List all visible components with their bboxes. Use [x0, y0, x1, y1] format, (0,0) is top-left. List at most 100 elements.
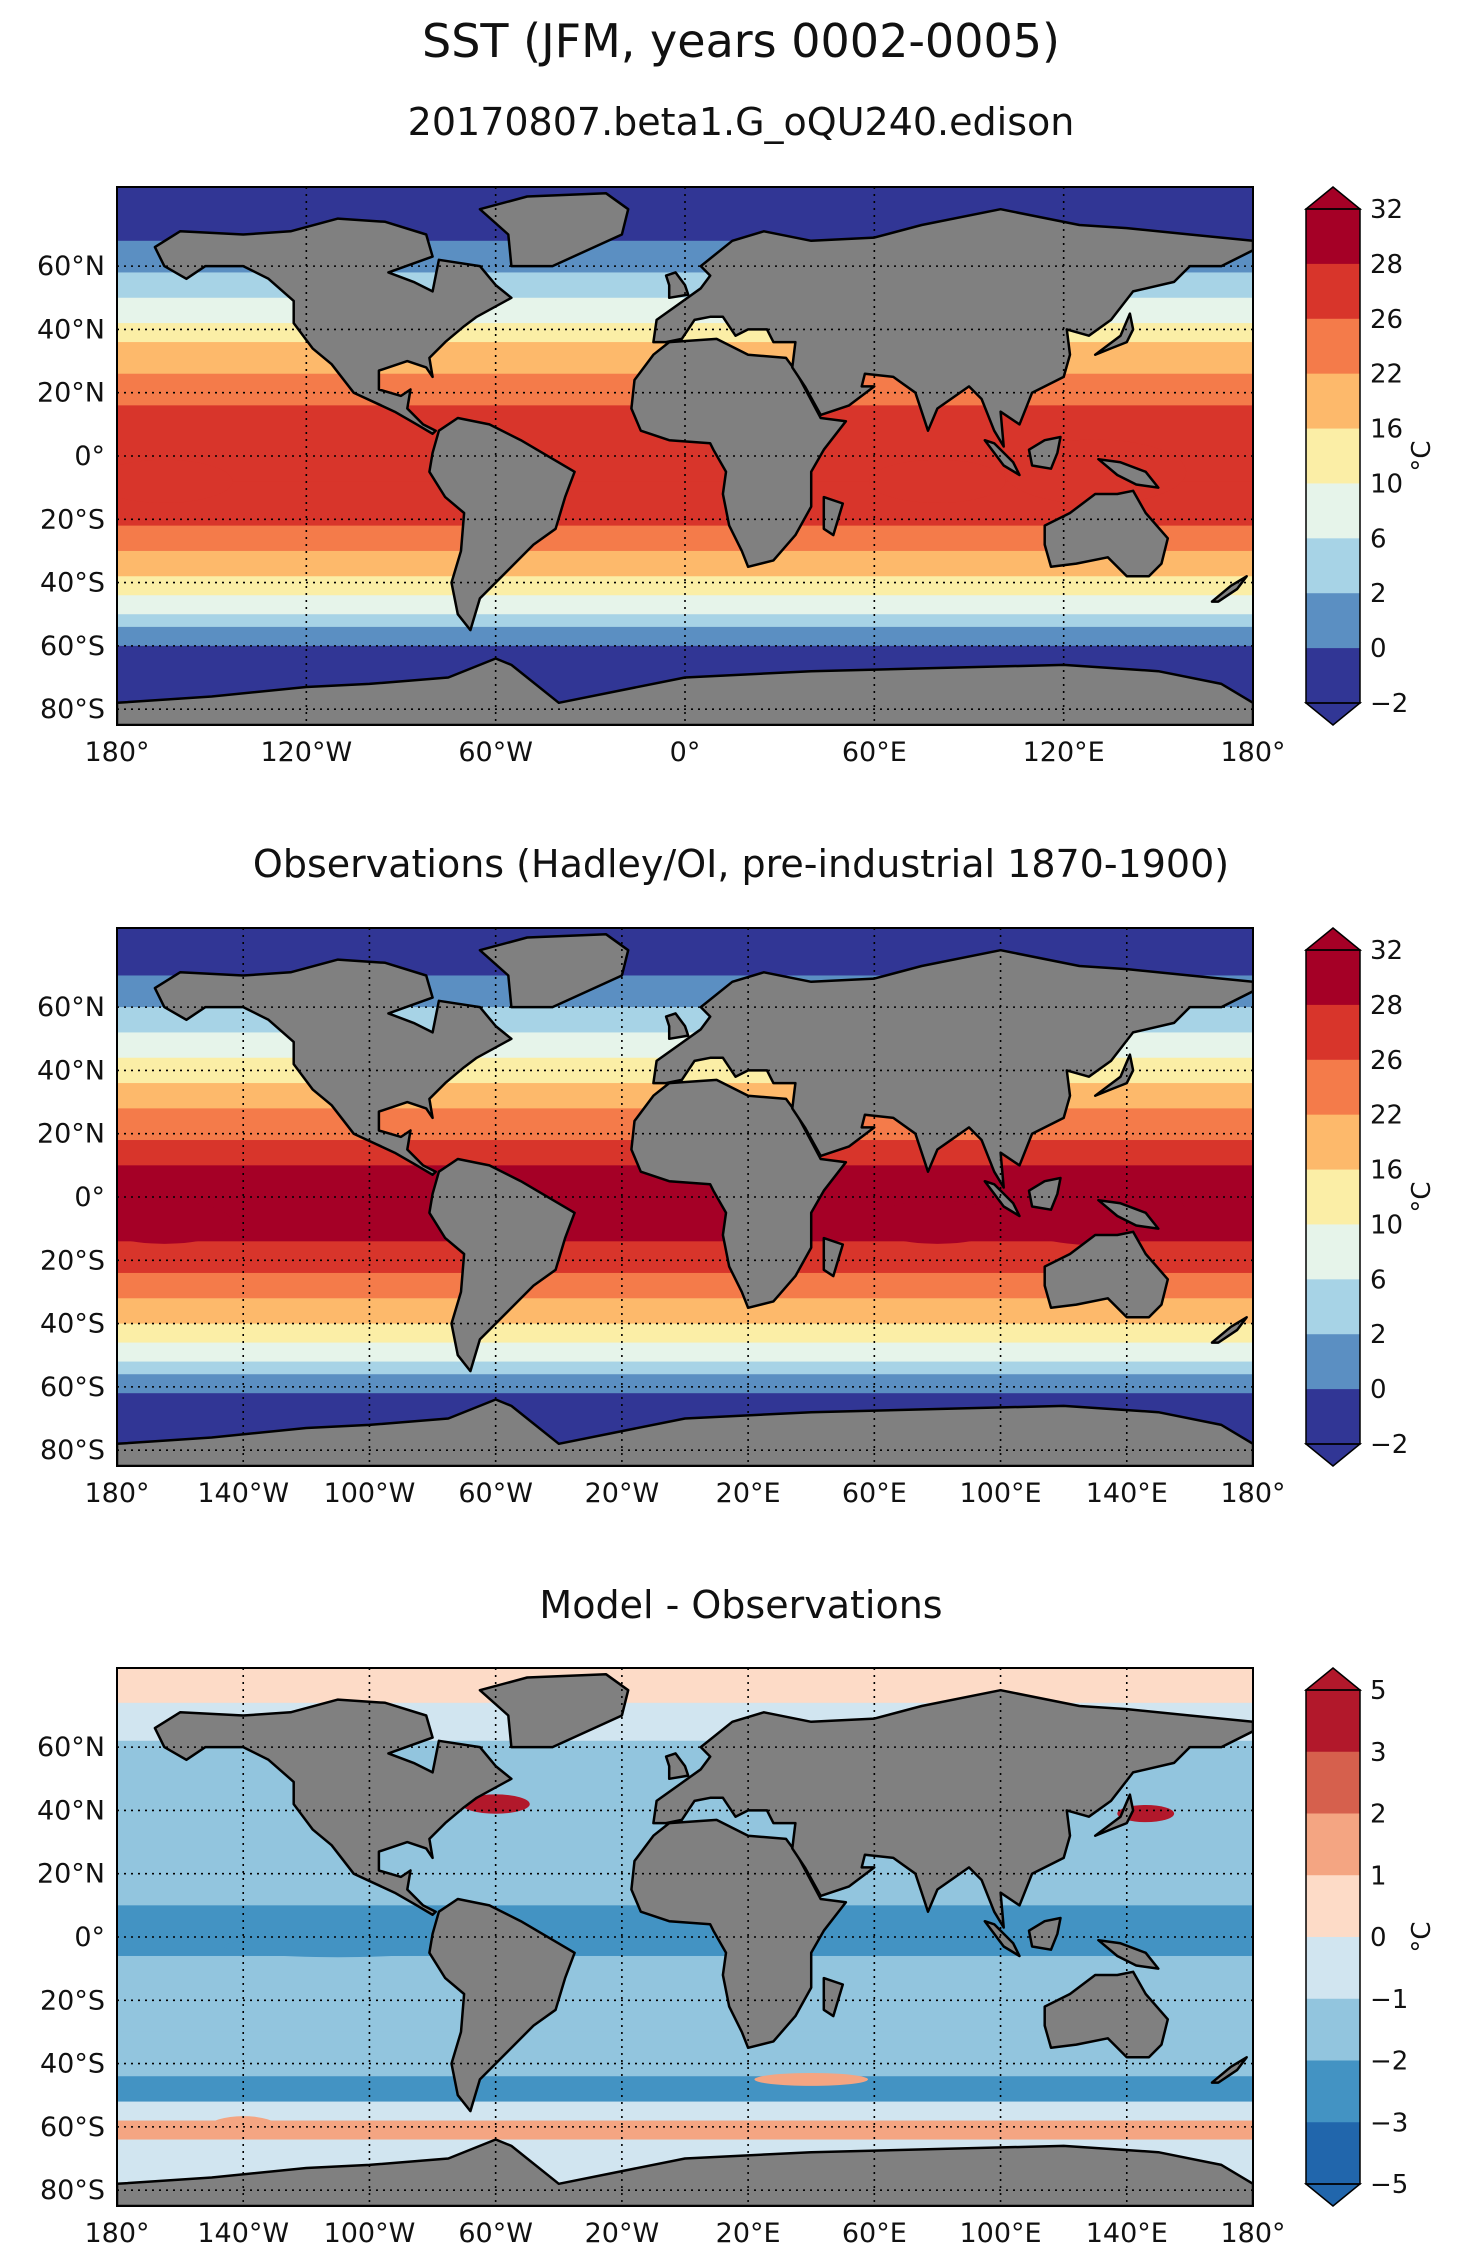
colorbar-segment	[1306, 1751, 1360, 1814]
observations-panel: 180° 140°W 100°W 60°W 20°W 20°E 60°E 100°E 140°E…	[37, 927, 1437, 1509]
y-tick-label: 60°N	[37, 992, 105, 1023]
land-newguinea	[1097, 457, 1160, 489]
colorbar-segment	[1306, 1224, 1360, 1280]
colorbar-segment	[1306, 2060, 1360, 2123]
land-madagascar	[822, 1236, 845, 1278]
colorbar-extend-min	[1303, 702, 1363, 726]
colorbar-tick-label: 6	[1370, 1265, 1387, 1295]
x-tick-label: 180°	[84, 737, 149, 768]
colorbar-extend-min	[1303, 2183, 1363, 2207]
colorbar-tick-label: 28	[1370, 991, 1403, 1021]
colorbar-segment	[1306, 648, 1360, 704]
colorbar-tick-label: 32	[1370, 936, 1403, 966]
x-tick-label: 180°	[84, 2218, 149, 2249]
land-antarctica	[117, 2138, 1253, 2206]
y-tick-label: 60°N	[37, 251, 105, 282]
y-tick-label: 0°	[74, 441, 105, 472]
land-australia	[1043, 1970, 1170, 2059]
land-africa	[630, 1818, 848, 2050]
colorbar-segment	[1306, 1279, 1360, 1335]
sst-band	[117, 2076, 1253, 2103]
sst-band	[117, 1374, 1253, 1394]
colorbar-tick-label: 10	[1370, 469, 1403, 499]
colorbar-segment	[1306, 209, 1360, 265]
land-namerica	[153, 217, 513, 436]
colorbar-segment	[1306, 1875, 1360, 1938]
southern-ocean-bias	[754, 2072, 869, 2086]
sst-band	[117, 1342, 1253, 1363]
sst-band	[117, 614, 1253, 628]
colorbar-segment	[1306, 950, 1360, 1006]
colorbar-segment	[1306, 318, 1360, 375]
x-tick-label: 60°W	[458, 1478, 533, 1509]
colorbar-tick-label: 16	[1370, 415, 1403, 445]
y-tick-label: 20°S	[40, 1985, 105, 2016]
colorbar-tick-label: 0	[1370, 1923, 1387, 1953]
y-tick-label: 60°N	[37, 1732, 105, 1763]
x-tick-label: 20°E	[716, 1478, 781, 1509]
colorbar-segment	[1306, 1334, 1360, 1390]
colorbar-extend-max	[1303, 186, 1363, 210]
land-uk	[664, 271, 690, 300]
sst-band	[117, 1323, 1253, 1344]
colorbar-segment	[1306, 1690, 1360, 1753]
x-tick-label: 60°W	[458, 737, 533, 768]
map-frame	[116, 927, 1254, 1467]
x-tick-label: 180°	[1220, 737, 1285, 768]
colorbar-segment	[1306, 1998, 1360, 2061]
land-uk	[664, 1752, 690, 1781]
colorbar-tick-label: −2	[1370, 2047, 1408, 2077]
bias-title: Model - Observations	[539, 1583, 943, 1627]
colorbar-tick-label: −3	[1370, 2108, 1408, 2138]
y-tick-label: 40°N	[37, 1055, 105, 1086]
colorbar-tick-label: 0	[1370, 634, 1387, 664]
land-antarctica	[117, 1398, 1253, 1466]
y-tick-label: 20°S	[40, 1245, 105, 1276]
x-tick-label: 20°E	[716, 2218, 781, 2249]
bias-panel: 180° 140°W 100°W 60°W 20°W 20°E 60°E 100°E 140°E…	[37, 1667, 1437, 2249]
colorbar-segment	[1306, 428, 1360, 484]
land-africa	[630, 337, 848, 569]
land-madagascar	[822, 495, 845, 537]
colorbar-segment	[1306, 1389, 1360, 1445]
colorbar-tick-label: −2	[1370, 689, 1408, 719]
colorbar-tick-label: 2	[1370, 579, 1387, 609]
y-tick-label: 80°S	[40, 694, 105, 725]
y-tick-label: 40°N	[37, 1795, 105, 1826]
x-tick-label: 100°W	[324, 2218, 416, 2249]
colorbar-tick-label: 28	[1370, 250, 1403, 280]
colorbar-segment	[1306, 1004, 1360, 1061]
y-tick-label: 20°N	[37, 1859, 105, 1890]
colorbar-tick-label: 16	[1370, 1156, 1403, 1186]
colorbar-tick-label: 2	[1370, 1800, 1387, 1830]
colorbar-unit-label: °C	[1407, 440, 1437, 471]
land-borneo	[1027, 1916, 1062, 1951]
land-newguinea	[1097, 1198, 1160, 1230]
y-tick-label: 40°S	[40, 2049, 105, 2080]
x-tick-label: 120°W	[260, 737, 352, 768]
land-madagascar	[822, 1976, 845, 2018]
land-newguinea	[1097, 1938, 1160, 1970]
land-africa	[630, 1078, 848, 1310]
colorbar-frame	[1305, 949, 1361, 1445]
land-greenland	[478, 1673, 630, 1749]
colorbar-tick-label: 1	[1370, 1861, 1387, 1891]
land-borneo	[1027, 1176, 1062, 1211]
y-tick-label: 20°S	[40, 504, 105, 535]
land-uk	[664, 1012, 690, 1041]
colorbar-segment	[1306, 2122, 1360, 2185]
sst-band	[117, 595, 1253, 615]
observations-title: Observations (Hadley/OI, pre-industrial …	[252, 842, 1230, 886]
x-tick-label: 60°E	[842, 737, 907, 768]
x-tick-label: 140°E	[1086, 2218, 1168, 2249]
land-borneo	[1027, 435, 1062, 470]
observations-map	[117, 928, 1253, 1466]
colorbar-segment	[1306, 1114, 1360, 1171]
x-tick-label: 120°E	[1023, 737, 1105, 768]
x-tick-label: 20°W	[585, 2218, 660, 2249]
sst-band	[117, 1668, 1253, 1704]
y-tick-label: 20°N	[37, 1119, 105, 1150]
bias-map	[117, 1668, 1253, 2206]
colorbar-tick-label: 22	[1370, 1101, 1403, 1131]
